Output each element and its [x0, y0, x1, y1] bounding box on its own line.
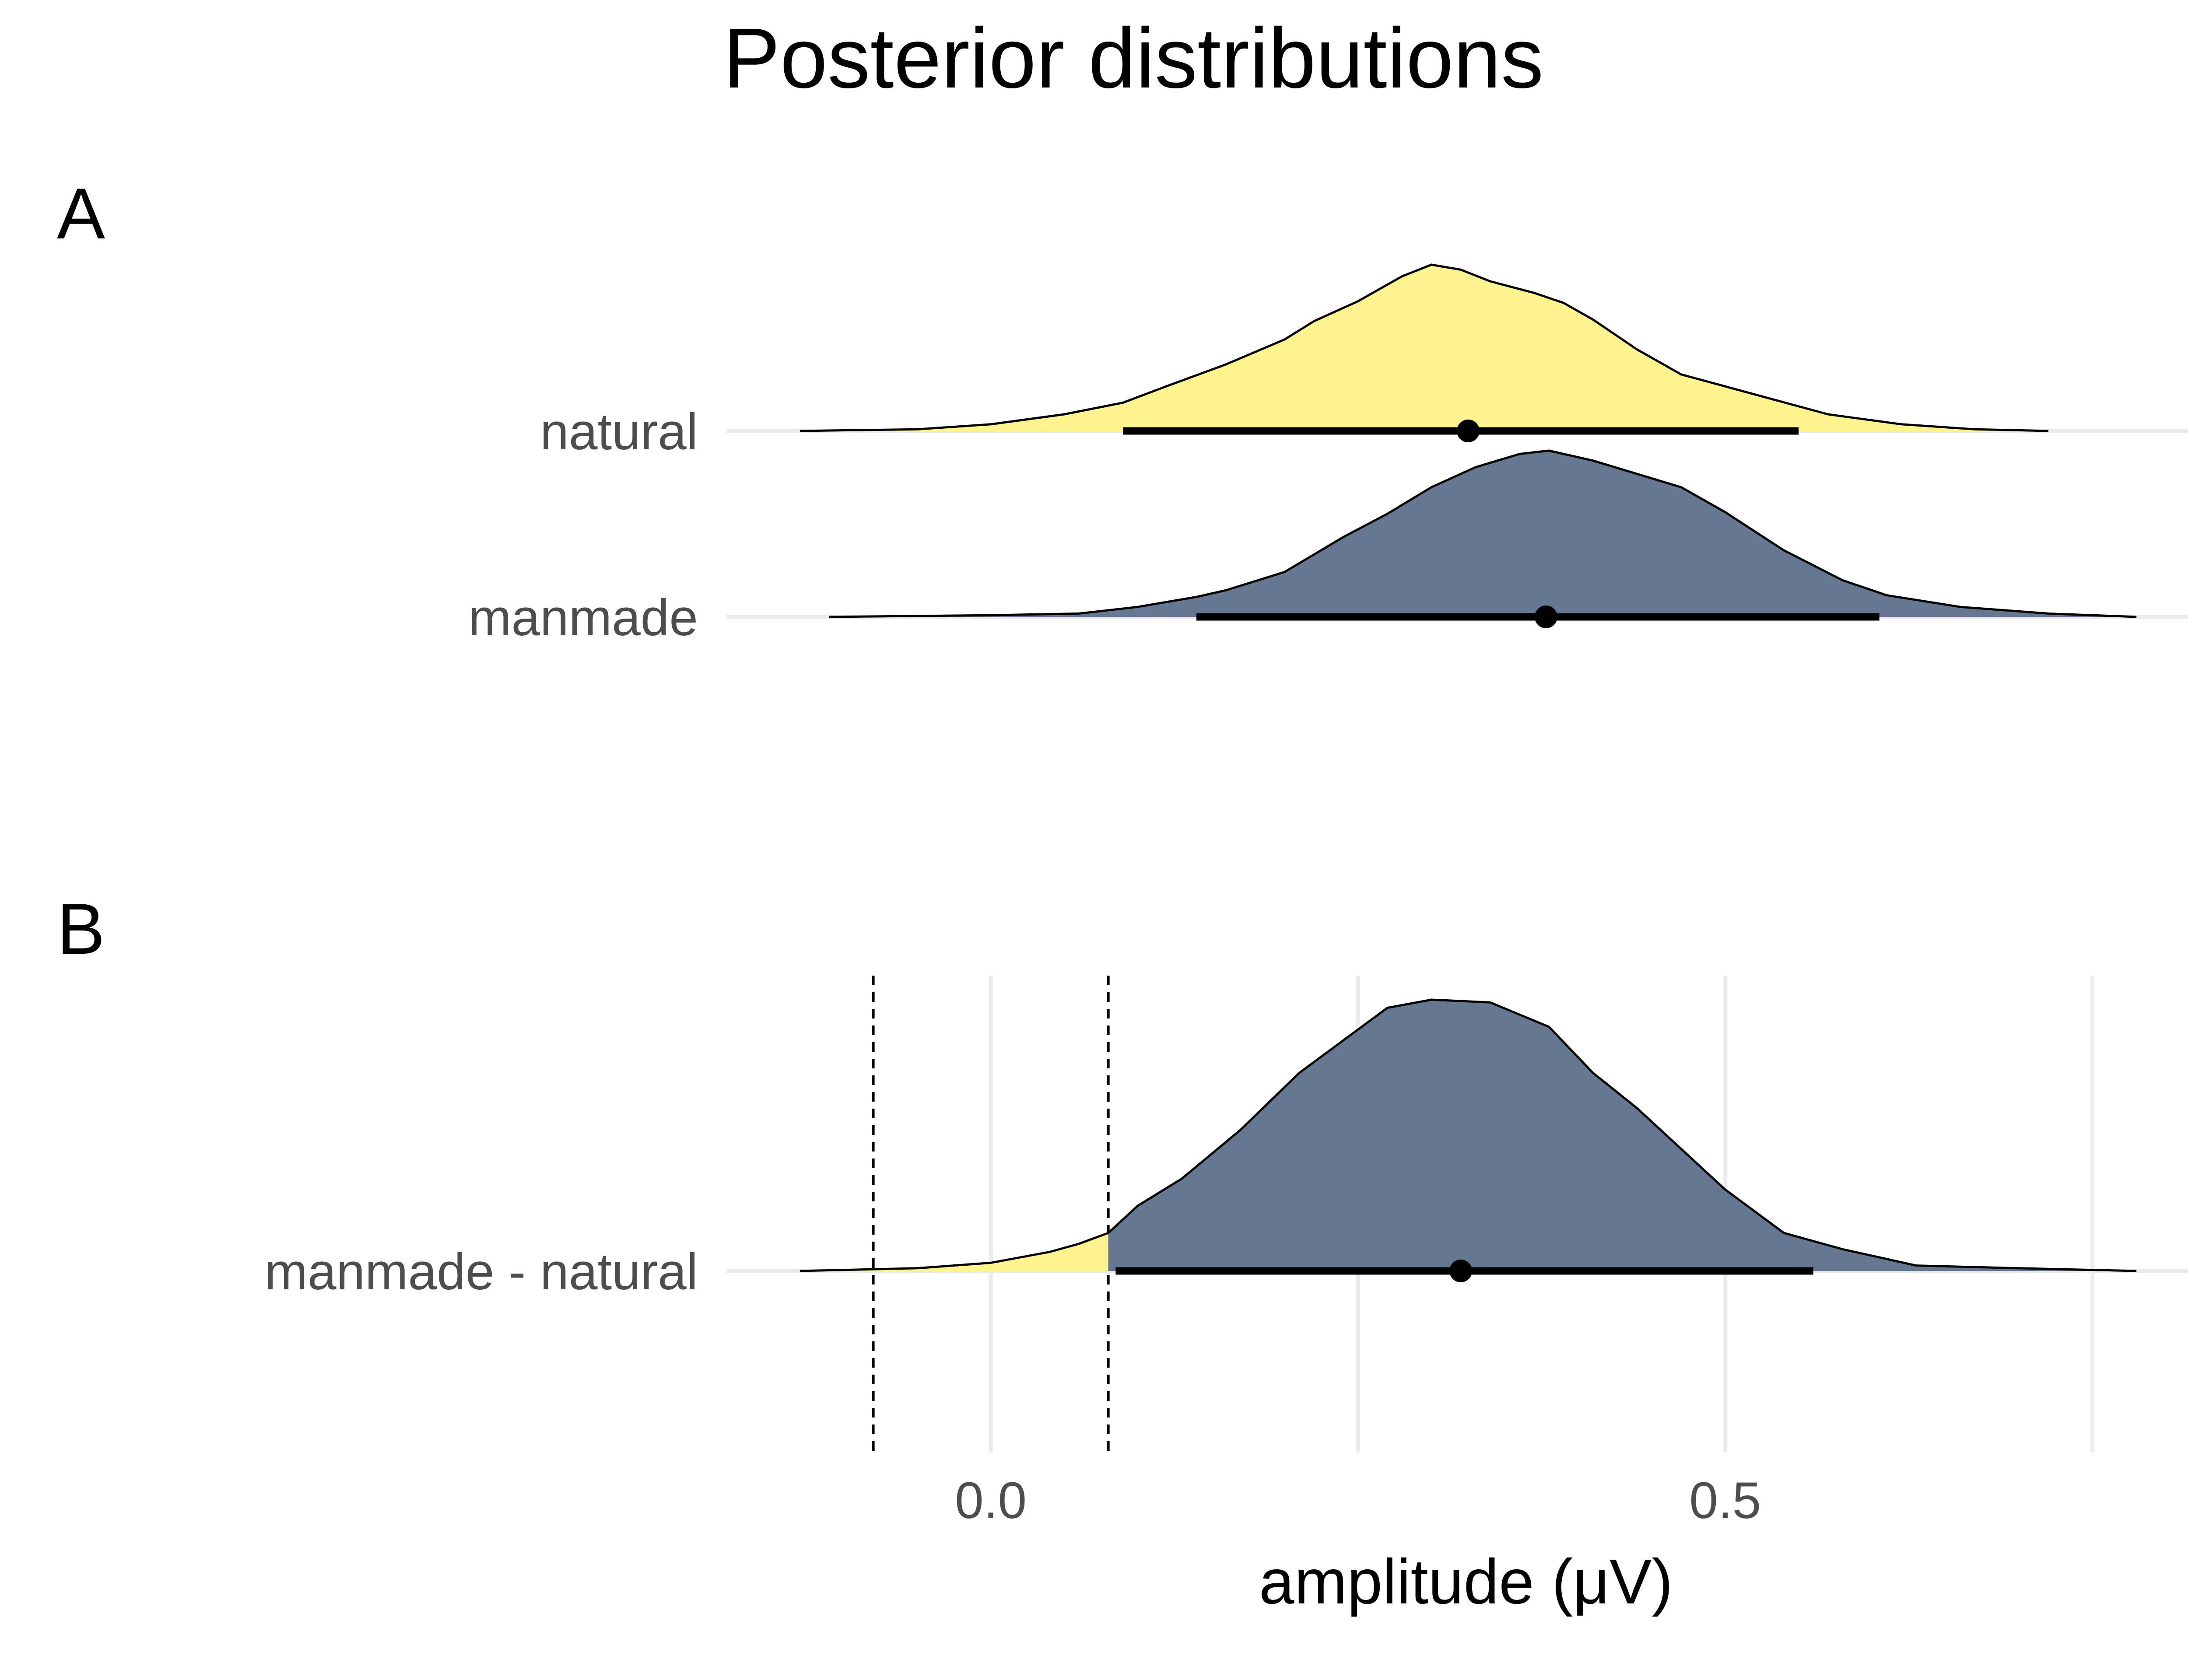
x-axis-title: amplitude (μV) — [1259, 1546, 1673, 1617]
row-label: manmade - natural — [265, 1243, 698, 1301]
panel-a: natural manmade — [468, 263, 2188, 647]
x-axis: 0.0 0.5 — [955, 1472, 1761, 1530]
density-left-tail — [799, 402, 1123, 431]
point-estimate-dot — [1457, 420, 1480, 442]
x-tick-label: 0.0 — [955, 1472, 1027, 1530]
density-outline — [829, 449, 2137, 618]
row-label: natural — [540, 403, 698, 461]
density-left-tail — [799, 1233, 1108, 1271]
point-estimate-dot — [1534, 606, 1557, 628]
panel-label-a: A — [57, 173, 105, 254]
x-tick-label: 0.5 — [1689, 1472, 1761, 1530]
chart-title: Posterior distributions — [723, 10, 1544, 106]
density-outline — [799, 998, 2137, 1272]
row-label: manmade — [468, 589, 698, 647]
density-outline — [799, 263, 2048, 432]
point-estimate-dot — [1449, 1260, 1473, 1282]
density-area — [829, 451, 2137, 617]
panel-b: manmade - natural — [265, 976, 2188, 1452]
panel-label-b: B — [57, 889, 105, 969]
density-main-area — [1108, 1000, 2137, 1271]
density-main-area — [1123, 265, 2048, 431]
